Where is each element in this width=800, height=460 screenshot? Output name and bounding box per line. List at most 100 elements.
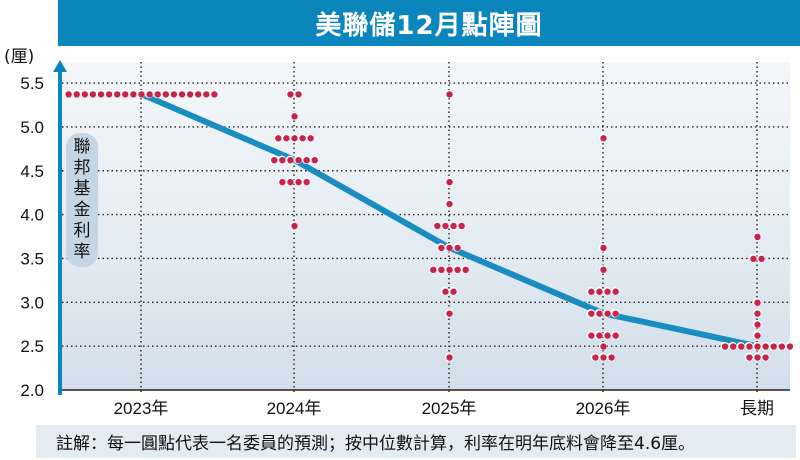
y-tick-label: 4.5 [20,162,44,181]
dot-icon [154,91,161,98]
dot-icon [604,332,611,339]
dot-icon [97,91,105,98]
y-axis-label-char: 聯 [73,137,91,157]
dot-icon [105,91,113,98]
dot-icon [446,178,453,186]
dot-icon [275,135,282,142]
dot-icon [114,91,121,98]
dot-icon [778,343,785,350]
dot-icon [291,135,298,142]
dot-icon [430,266,437,274]
dot-icon [283,135,290,142]
dot-icon [299,135,306,142]
dot-icon [596,288,603,295]
dot-icon [754,332,761,339]
dot-icon [446,266,453,274]
dot-icon [600,266,607,274]
dot-icon [303,178,310,186]
dot-icon [295,91,302,98]
dot-icon [762,354,769,361]
dot-icon [446,354,453,361]
dot-icon [754,321,761,328]
y-axis-label-char: 金 [73,200,91,220]
x-tick-label: 2023年 [114,399,169,418]
dot-icon [211,91,218,98]
y-axis-label-char: 邦 [73,158,91,178]
dot-icon [588,288,595,295]
dot-icon [279,178,286,186]
dot-icon [307,135,314,142]
dot-icon [454,244,461,252]
dot-icon [786,343,794,350]
plot-area [60,62,790,390]
dot-icon [291,222,298,230]
dot-icon [754,343,761,350]
dot-icon [596,332,603,339]
dot-icon [746,343,753,350]
dot-icon [446,310,453,317]
dot-icon [746,354,753,361]
y-tick-label: 3.5 [20,249,44,268]
y-axis-label-char: 率 [73,242,91,262]
dot-icon [178,91,186,98]
dot-icon [122,91,129,98]
dot-icon [295,156,302,164]
dot-icon [754,299,761,306]
dot-icon [303,156,310,164]
y-axis-label-char: 基 [73,179,91,199]
dot-icon [162,91,169,98]
dot-icon [311,156,318,164]
dot-icon [754,233,761,241]
dot-icon [450,222,457,230]
dot-icon [446,244,453,252]
dot-icon [170,91,178,98]
dot-icon [608,354,615,361]
dot-plot-chart: 2.0 2.5 3.0 3.5 4.0 4.5 5.0 5.5 2023年 2024年 2025年 2… [20,60,794,418]
y-tick-label: 2.0 [20,381,44,400]
dot-icon [596,310,603,317]
y-axis-label-char: 利 [73,221,91,241]
dot-icon [450,288,457,295]
dot-icon [721,343,729,350]
dot-icon [195,91,202,98]
y-axis-arrow-icon [53,60,67,72]
dot-icon [442,288,449,295]
dot-icon [291,113,298,120]
dot-icon [287,156,294,164]
dot-icon [186,91,194,98]
dot-icon [730,343,737,350]
dot-icon [81,91,89,98]
dot-icon [600,135,607,142]
dot-icon [588,310,595,317]
dot-icon [438,266,445,274]
dot-icon [89,91,97,98]
dot-icon [738,343,745,350]
y-axis-label: 聯邦基金利率 [66,133,98,267]
dot-icon [754,310,761,317]
dot-icon [295,178,302,186]
dot-icon [612,332,619,339]
dot-icon [146,91,153,98]
y-axis-unit: (厘) [4,47,35,67]
dot-icon [604,288,611,295]
dot-icon [770,343,777,350]
x-tick-label: 2025年 [422,399,477,418]
dot-icon [287,91,294,98]
dot-icon [446,91,453,98]
dot-icon [762,343,769,350]
dot-icon [438,244,445,252]
dot-icon [442,222,449,230]
x-tick-label: 長期 [740,399,774,418]
dot-icon [754,354,761,361]
dot-icon [446,200,453,208]
dot-icon [203,91,210,98]
dot-icon [588,332,595,339]
y-tick-label: 5.5 [20,74,44,93]
chart-title: 美聯儲12月點陣圖 [58,0,800,46]
footnote: 註解：每一圓點代表一名委員的預測；按中位數計算，利率在明年底料會降至4.6厘。 [36,425,796,458]
dot-icon [271,156,278,164]
y-tick-label: 4.0 [20,206,44,225]
dot-icon [454,266,461,274]
dot-icon [604,310,611,317]
dot-icon [434,222,441,230]
